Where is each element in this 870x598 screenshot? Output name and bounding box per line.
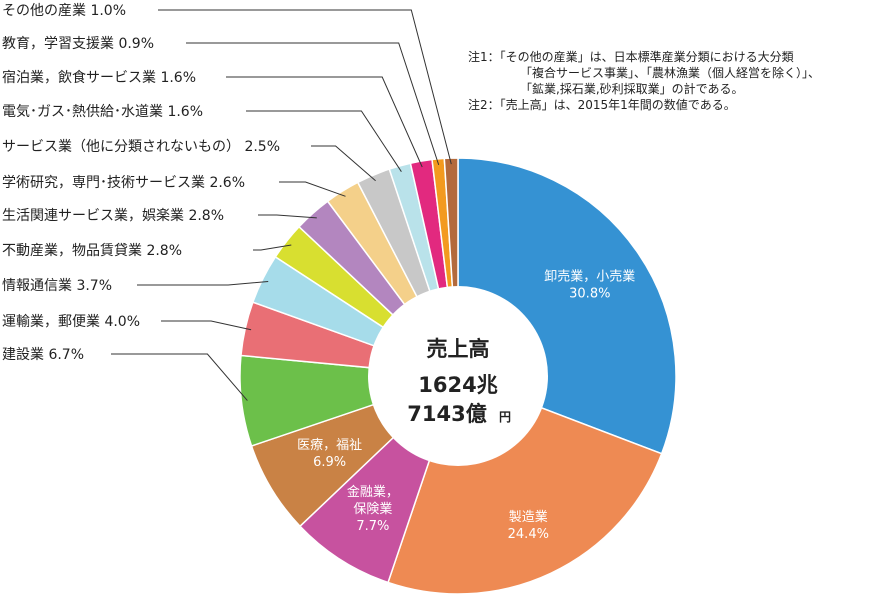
- leader-joho: [137, 281, 269, 286]
- leader-shukuhaku: [226, 76, 423, 168]
- leader-kensetsu: [111, 353, 248, 401]
- slice-label-joho: 情報通信業 3.7%: [2, 278, 112, 294]
- slice-label-kensetsu: 建設業 6.7%: [2, 347, 84, 363]
- donut-hole: [368, 286, 548, 466]
- leader-gakujutsu: [279, 181, 346, 197]
- center-title: 売上高: [427, 337, 490, 361]
- slice-label-kyoiku: 教育，学習支援業 0.9%: [2, 36, 154, 52]
- slice-label-iryo: 医療，福祉: [297, 438, 362, 453]
- slice-label-seikatsu: 生活関連サービス業，娯楽業 2.8%: [2, 208, 224, 224]
- slice-label-shukuhaku: 宿泊業，飲食サービス業 1.6%: [2, 69, 196, 86]
- leader-unyu: [161, 320, 252, 331]
- leader-fudosan: [253, 244, 292, 251]
- slice-label-sonota: その他の産業 1.0%: [2, 3, 126, 19]
- center-value-line2: 7143億: [407, 402, 486, 426]
- note-2: 注2：「売上高」は、2015年1年間の数値である。: [468, 98, 736, 112]
- note-1-line-3: 「鉱業,採石業,砂利採取業」の計である。: [520, 82, 744, 96]
- slice-label-fudosan: 不動産業，物品賃貸業 2.8%: [2, 243, 182, 259]
- leader-service: [311, 145, 376, 182]
- leader-seikatsu: [258, 214, 317, 219]
- note-1-line-2: 「複合サービス事業」、「農林漁業（個人経営を除く）」、: [520, 66, 821, 80]
- slice-label-unyu: 運輸業，郵便業 4.0%: [2, 314, 140, 330]
- leader-kyoiku: [186, 42, 440, 166]
- slice-value-iryo: 6.9%: [313, 455, 346, 470]
- leader-lines: [111, 9, 452, 401]
- slice-label-seizo: 製造業: [509, 509, 548, 525]
- slice-label-kinyu-0: 金融業，: [347, 484, 399, 500]
- slice-value-kinyu: 7.7%: [356, 519, 389, 534]
- slice-labels: 卸売業，小売業 30.8% 製造業 24.4% 金融業，保険業 7.7% 医療，福祉 6.9%…: [2, 3, 635, 542]
- slice-label-service: サービス業（他に分類されないもの） 2.5%: [2, 139, 280, 155]
- slice-label-oroshi: 卸売業，小売業: [544, 269, 635, 285]
- center-value-unit: 円: [499, 410, 511, 424]
- slice-label-gakujutsu: 学術研究，専門･技術サービス業 2.6%: [2, 175, 245, 191]
- note-1-line-1: 注1：「その他の産業」は、日本標準産業分類における大分類: [468, 50, 794, 64]
- slice-label-kinyu-1: 保険業: [353, 501, 392, 517]
- slice-label-denki: 電気･ガス･熱供給･水道業 1.6%: [2, 104, 203, 120]
- slice-value-seizo: 24.4%: [508, 527, 549, 542]
- slice-value-oroshi: 30.8%: [569, 287, 610, 302]
- leader-denki: [246, 110, 402, 172]
- leader-sonota: [158, 9, 452, 165]
- center-value-line1: 1624兆: [418, 373, 497, 397]
